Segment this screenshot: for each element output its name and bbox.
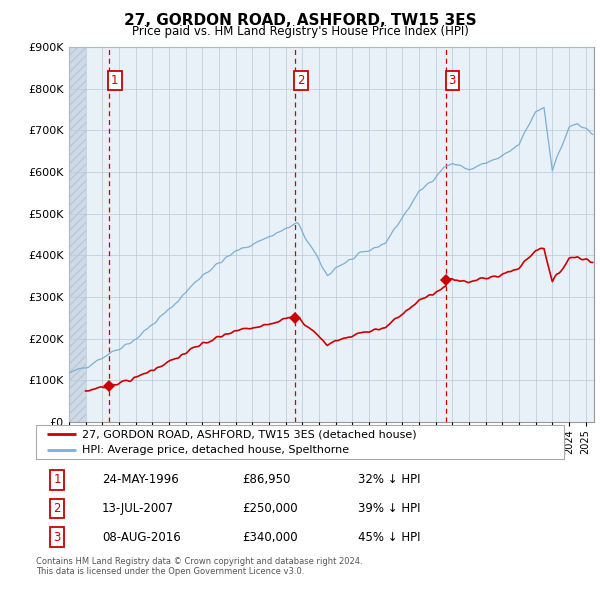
Text: HPI: Average price, detached house, Spelthorne: HPI: Average price, detached house, Spel… — [82, 445, 350, 455]
Text: £86,950: £86,950 — [242, 473, 290, 486]
Text: £250,000: £250,000 — [242, 502, 298, 515]
FancyBboxPatch shape — [36, 425, 564, 459]
Text: 2: 2 — [53, 502, 61, 515]
Text: 2: 2 — [297, 74, 305, 87]
Text: 32% ↓ HPI: 32% ↓ HPI — [358, 473, 421, 486]
Text: 08-AUG-2016: 08-AUG-2016 — [102, 531, 181, 544]
Text: Contains HM Land Registry data © Crown copyright and database right 2024.
This d: Contains HM Land Registry data © Crown c… — [36, 557, 362, 576]
Text: 3: 3 — [53, 531, 61, 544]
Text: 39% ↓ HPI: 39% ↓ HPI — [358, 502, 421, 515]
Text: 45% ↓ HPI: 45% ↓ HPI — [358, 531, 421, 544]
Text: 13-JUL-2007: 13-JUL-2007 — [102, 502, 174, 515]
Text: 3: 3 — [449, 74, 456, 87]
Text: £340,000: £340,000 — [242, 531, 298, 544]
Text: 1: 1 — [111, 74, 119, 87]
Text: 27, GORDON ROAD, ASHFORD, TW15 3ES (detached house): 27, GORDON ROAD, ASHFORD, TW15 3ES (deta… — [82, 429, 417, 439]
Text: 27, GORDON ROAD, ASHFORD, TW15 3ES: 27, GORDON ROAD, ASHFORD, TW15 3ES — [124, 13, 476, 28]
Text: 24-MAY-1996: 24-MAY-1996 — [102, 473, 179, 486]
Text: 1: 1 — [53, 473, 61, 486]
Text: Price paid vs. HM Land Registry's House Price Index (HPI): Price paid vs. HM Land Registry's House … — [131, 25, 469, 38]
